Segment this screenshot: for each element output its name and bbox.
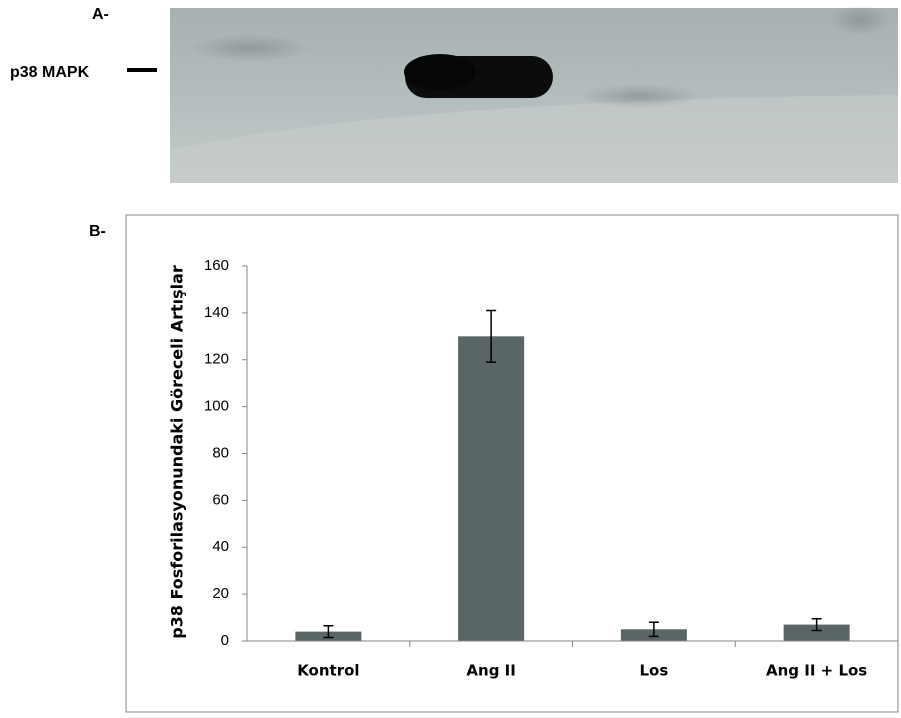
y-tick-label: 80 <box>212 444 229 461</box>
bar <box>458 336 524 641</box>
y-tick-label: 120 <box>204 351 229 368</box>
y-tick-label: 20 <box>212 585 229 602</box>
y-tick-label: 160 <box>204 257 229 274</box>
y-tick-label: 0 <box>221 632 229 649</box>
y-axis-label: p38 Fosforilasyonundaki Göreceli Artışla… <box>168 265 187 639</box>
y-tick-label: 40 <box>212 538 229 555</box>
x-tick-label: Kontrol <box>297 662 359 680</box>
x-tick-label: Los <box>639 662 668 680</box>
x-tick-label: Ang II + Los <box>766 662 867 680</box>
western-blot <box>170 5 898 183</box>
blot-label: p38 MAPK <box>10 64 90 81</box>
y-tick-label: 140 <box>204 304 229 321</box>
panel-b-label: B- <box>89 223 106 240</box>
figure: A- p38 MAPK B- p38 Fosforilasyonundaki G… <box>0 0 901 718</box>
y-tick-label: 100 <box>204 398 229 415</box>
x-tick-label: Ang II <box>466 662 515 680</box>
panel-a-label: A- <box>92 6 109 23</box>
y-tick-label: 60 <box>212 491 229 508</box>
